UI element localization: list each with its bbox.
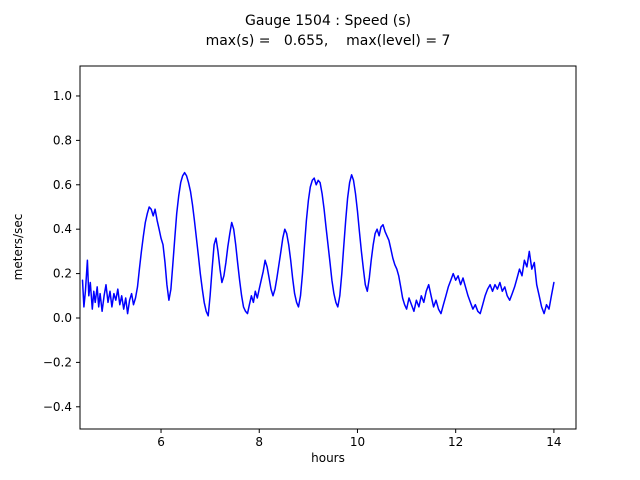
x-tick-label: 12 bbox=[448, 435, 463, 449]
x-axis-label: hours bbox=[311, 451, 345, 465]
y-tick-label: 0.4 bbox=[53, 222, 72, 236]
x-tick-label: 10 bbox=[350, 435, 365, 449]
speed-line bbox=[81, 171, 555, 317]
axes-spines bbox=[79, 65, 577, 430]
y-tick-label: 0.8 bbox=[53, 133, 72, 147]
chart-title: Gauge 1504 : Speed (s) bbox=[244, 13, 412, 29]
y-tick-label: 0.0 bbox=[53, 311, 72, 325]
y-tick-label: 0.6 bbox=[53, 178, 72, 192]
y-tick-label: 0.2 bbox=[53, 267, 72, 281]
x-tick-label: 14 bbox=[546, 435, 561, 449]
chart-subtitle: max(s) = 0.655, max(level) = 7 bbox=[205, 33, 451, 49]
y-tick-label: −0.2 bbox=[43, 355, 72, 369]
x-tick-label: 6 bbox=[157, 435, 165, 449]
x-tick-label: 8 bbox=[255, 435, 263, 449]
y-tick-label: 1.0 bbox=[53, 89, 72, 103]
y-tick-label: −0.4 bbox=[43, 400, 72, 414]
